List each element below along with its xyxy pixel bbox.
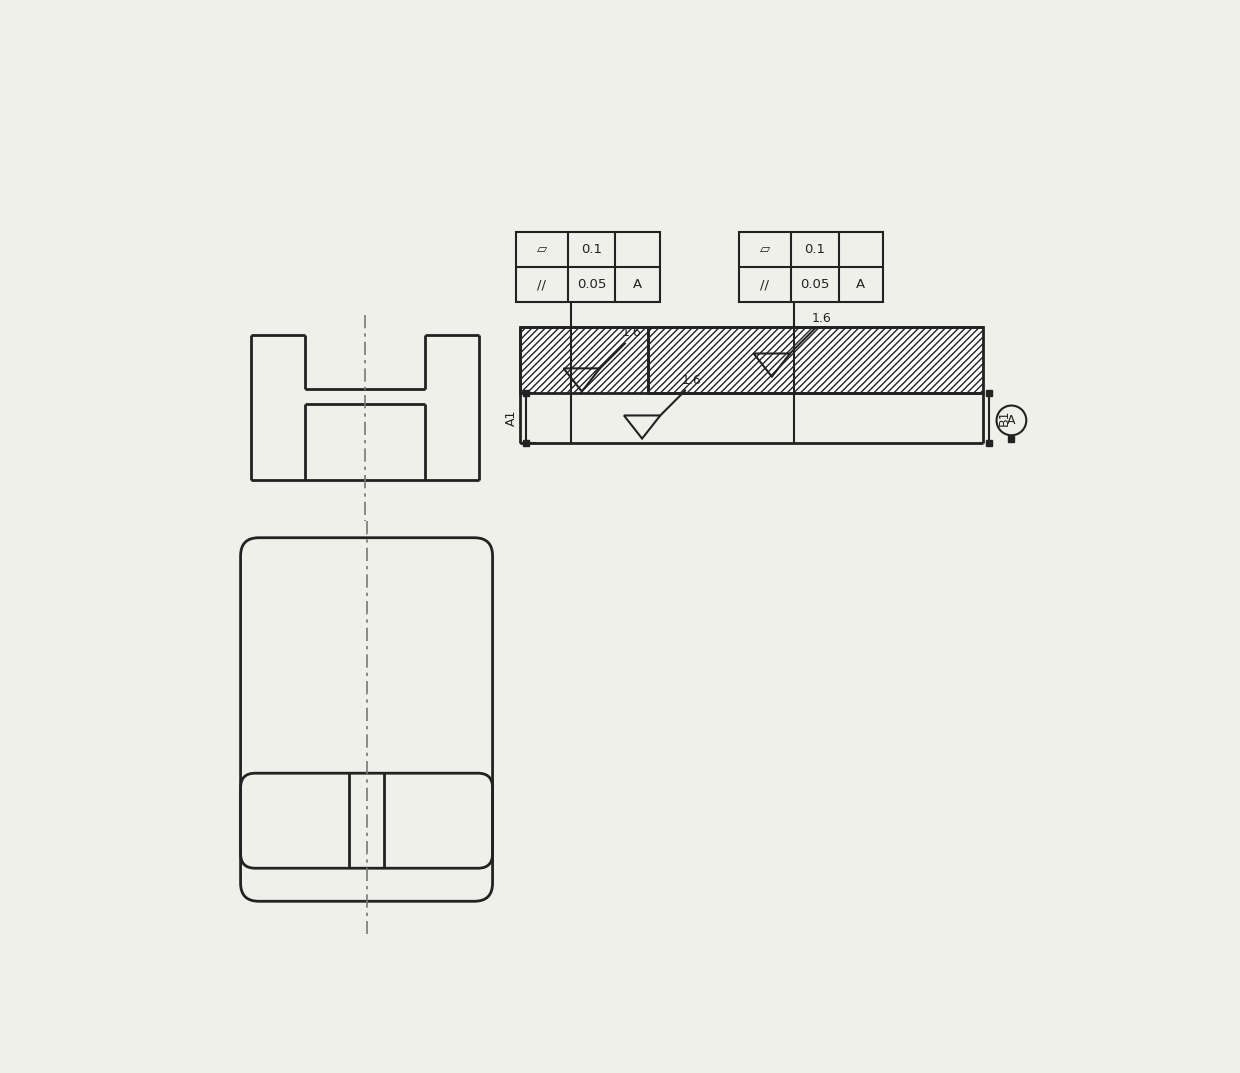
Text: //: // xyxy=(760,278,769,291)
Text: //: // xyxy=(537,278,547,291)
Text: 1.6: 1.6 xyxy=(682,373,702,386)
Text: 1.6: 1.6 xyxy=(621,326,641,339)
Text: A: A xyxy=(1007,414,1016,427)
Text: A: A xyxy=(857,278,866,291)
Text: B1: B1 xyxy=(997,410,1011,426)
Bar xyxy=(739,232,883,303)
Text: ▱: ▱ xyxy=(537,244,547,256)
Text: A1: A1 xyxy=(505,410,518,426)
Text: 0.05: 0.05 xyxy=(577,278,606,291)
Bar xyxy=(516,232,660,303)
Text: ▱: ▱ xyxy=(760,244,770,256)
Text: A: A xyxy=(634,278,642,291)
Polygon shape xyxy=(520,327,647,393)
Text: 0.1: 0.1 xyxy=(805,244,825,256)
Polygon shape xyxy=(647,327,982,393)
Text: 1.6: 1.6 xyxy=(811,311,831,324)
Text: 0.05: 0.05 xyxy=(800,278,830,291)
Text: 0.1: 0.1 xyxy=(582,244,603,256)
